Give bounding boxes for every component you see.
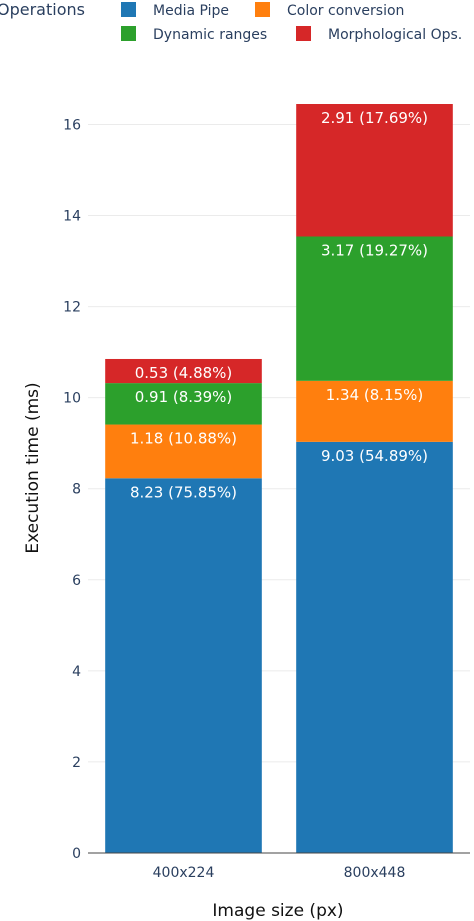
- data-label: 0.53 (4.88%): [135, 364, 233, 382]
- bar-segment: [105, 358, 262, 384]
- legend-swatch[interactable]: [121, 26, 136, 41]
- bar-segment: [296, 104, 453, 237]
- bar-segment: [105, 478, 262, 853]
- data-label: 1.18 (10.88%): [130, 430, 237, 448]
- y-tick-label: 8: [72, 482, 81, 498]
- y-tick-label: 10: [63, 391, 81, 407]
- legend-item-label[interactable]: Morphological Ops.: [328, 27, 462, 43]
- legend-swatch[interactable]: [255, 2, 270, 17]
- legend: Operations Media Pipe Color conversion Dyn…: [0, 0, 462, 43]
- y-tick-label: 16: [63, 117, 81, 133]
- y-tick-label: 6: [72, 573, 81, 589]
- y-axis-title: Execution time (ms): [23, 382, 43, 553]
- data-label: 9.03 (54.89%): [321, 447, 428, 465]
- axis-layer: Image size (px) Execution time (ms) 0 2 4 6…: [23, 117, 470, 921]
- bar-layer: [105, 104, 453, 853]
- y-tick-label: 4: [72, 664, 81, 680]
- data-label: 0.91 (8.39%): [135, 388, 233, 406]
- y-tick-label: 0: [72, 846, 81, 862]
- data-label: 3.17 (19.27%): [321, 241, 428, 259]
- legend-swatch[interactable]: [296, 26, 311, 41]
- y-tick-label: 12: [63, 300, 81, 316]
- data-label: 1.34 (8.15%): [326, 386, 424, 404]
- x-axis-title: Image size (px): [212, 901, 343, 921]
- bar-segment: [296, 441, 453, 853]
- legend-title: Operations: [0, 0, 85, 19]
- data-label: 8.23 (75.85%): [130, 483, 237, 501]
- bar-segment: [105, 424, 262, 479]
- legend-item-label[interactable]: Color conversion: [287, 3, 404, 19]
- x-tick-label: 400x224: [153, 865, 215, 881]
- bar-segment: [296, 236, 453, 381]
- x-tick-label: 800x448: [344, 865, 406, 881]
- legend-swatch[interactable]: [121, 2, 136, 17]
- bar-segment: [296, 380, 453, 442]
- y-tick-label: 14: [63, 209, 81, 225]
- bar-segment: [105, 383, 262, 425]
- legend-item-label[interactable]: Dynamic ranges: [153, 27, 267, 43]
- data-label-layer: 8.23 (75.85%) 1.18 (10.88%) 0.91 (8.39%) 0.…: [130, 109, 428, 501]
- data-label: 2.91 (17.69%): [321, 109, 428, 127]
- y-tick-label: 2: [72, 755, 81, 771]
- legend-item-label[interactable]: Media Pipe: [153, 3, 229, 19]
